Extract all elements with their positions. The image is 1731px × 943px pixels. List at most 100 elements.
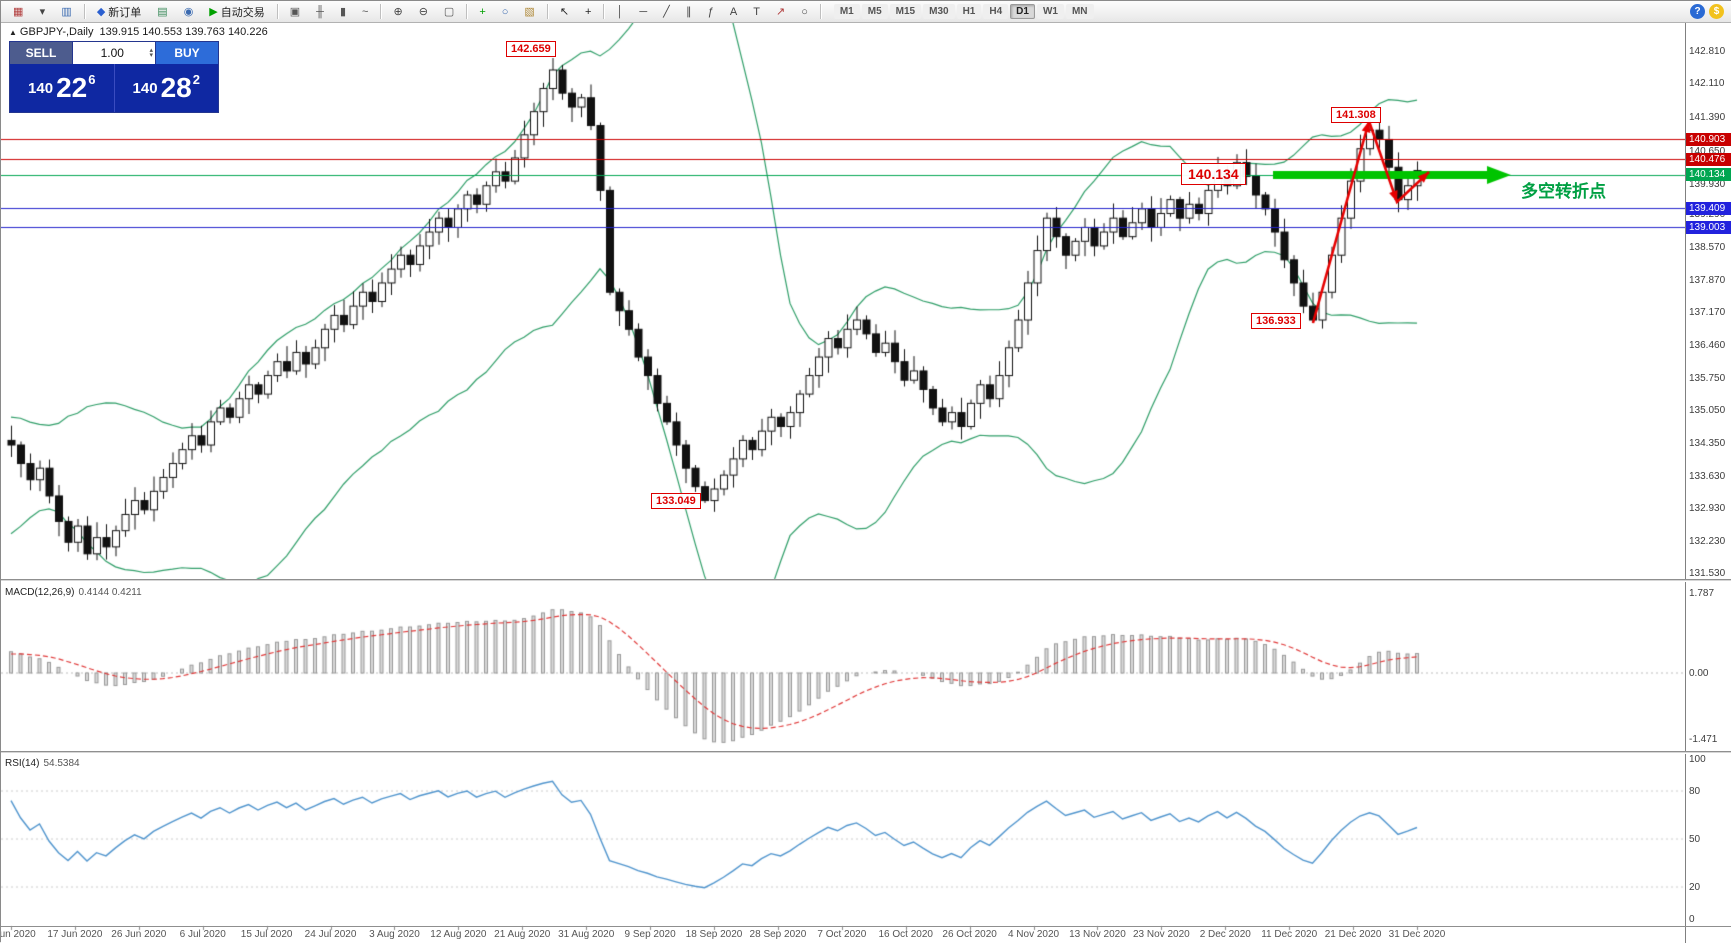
rsi-scale-tick: 100: [1689, 754, 1706, 765]
timeframe-m1-button[interactable]: M1: [833, 4, 860, 19]
trendline-button[interactable]: ╱: [656, 3, 677, 21]
price-line-tag[interactable]: 139.409: [1686, 201, 1731, 215]
market-watch-button[interactable]: ▤: [150, 3, 174, 21]
price-tick: 142.810: [1689, 46, 1726, 57]
macd-values: 0.4144 0.4211: [78, 587, 142, 598]
volume-stepper[interactable]: ▴ ▾: [149, 47, 153, 59]
buy-price-frac: 2: [192, 72, 200, 87]
volume-up-icon[interactable]: ▴: [149, 47, 153, 54]
pane-separator-rsi[interactable]: [1, 751, 1731, 754]
price-tick: 136.460: [1689, 340, 1726, 352]
arrow-tool-button[interactable]: ↗: [769, 3, 792, 21]
volume-field[interactable]: 1.00 ▴ ▾: [73, 42, 155, 64]
profiles-button[interactable]: ▥: [54, 3, 78, 21]
chart-window: 142.810142.110141.390140.650139.930139.2…: [1, 23, 1731, 943]
text-button[interactable]: A: [723, 3, 744, 21]
buy-button[interactable]: BUY: [155, 42, 218, 64]
toolbar-right-icons: ? $: [1690, 4, 1728, 19]
volume-value[interactable]: 1.00: [100, 46, 124, 60]
toolbar-separator: [380, 4, 382, 19]
ellipse-icon: ○: [801, 5, 808, 18]
label-button[interactable]: T: [746, 3, 767, 21]
price-line-tag[interactable]: 139.003: [1686, 220, 1731, 234]
zoom-out-icon: ⊖: [418, 6, 428, 18]
sell-price-pips: 22: [56, 72, 88, 103]
line-chart-button[interactable]: ~: [355, 3, 375, 21]
price-line-tag[interactable]: 140.134: [1686, 168, 1731, 182]
annotation-price-label[interactable]: 140.134: [1181, 163, 1246, 185]
timeframe-w1-button[interactable]: W1: [1036, 4, 1064, 19]
autotrade-button[interactable]: ▶ 自动交易: [202, 3, 271, 21]
zoom-in-button[interactable]: ⊕: [386, 3, 409, 21]
timeframe-h4-button[interactable]: H4: [983, 4, 1009, 19]
macd-scale-tick: 1.787: [1689, 587, 1715, 599]
trend-note[interactable]: 多空转折点: [1521, 182, 1606, 201]
chevron-down-icon: ▾: [39, 6, 46, 18]
timeframe-d1-button[interactable]: D1: [1010, 4, 1035, 19]
tile-windows-button[interactable]: ▢: [437, 3, 461, 21]
autotrade-label: 自动交易: [220, 6, 265, 19]
annotation-price-label[interactable]: 141.308: [1331, 107, 1381, 123]
sell-price[interactable]: 140 22 6: [10, 64, 114, 112]
one-click-trading-panel: SELL 1.00 ▴ ▾ BUY 140 22 6 140 28 2: [9, 41, 219, 113]
price-line-tag[interactable]: 140.903: [1686, 132, 1731, 146]
price-tick: 139.930: [1689, 179, 1726, 191]
text-icon: A: [729, 5, 738, 18]
timeframe-m5-button[interactable]: M5: [861, 4, 888, 19]
annotation-price-label[interactable]: 142.659: [506, 41, 556, 57]
time-axis-line: [1, 926, 1731, 927]
timeframe-m15-button[interactable]: M15: [889, 4, 922, 19]
price-tick: 141.390: [1689, 111, 1726, 123]
price-scale: 142.810142.110141.390140.650139.930139.2…: [1685, 23, 1731, 943]
horizontal-line-button[interactable]: ─: [632, 3, 654, 21]
volume-down-icon[interactable]: ▾: [149, 52, 153, 59]
shapes-button[interactable]: ○: [794, 3, 815, 21]
vertical-line-button[interactable]: │: [609, 3, 630, 21]
chart-title: ▲ GBPJPY-,Daily 139.915 140.553 139.763 14…: [9, 26, 268, 38]
pane-separator-macd[interactable]: [1, 579, 1731, 582]
fibonacci-button[interactable]: ƒ: [701, 3, 721, 21]
indicators-button[interactable]: +: [472, 3, 492, 21]
channel-button[interactable]: ∥: [679, 3, 699, 21]
arrow-icon: ↗: [775, 6, 786, 18]
sell-price-base: 140: [28, 79, 54, 97]
timeframe-m30-button[interactable]: M30: [923, 4, 955, 19]
periods-button[interactable]: ○: [495, 3, 516, 21]
price-tick: 135.050: [1689, 405, 1726, 417]
bars-chart-button[interactable]: ╫: [309, 3, 331, 21]
toolbar-separator: [603, 4, 605, 19]
new-order-button[interactable]: ◆ 新订单: [90, 3, 148, 21]
timeframe-mn-button[interactable]: MN: [1065, 4, 1094, 19]
new-chart-button[interactable]: ▦: [6, 3, 30, 21]
navigator-button[interactable]: ◉: [177, 3, 201, 21]
zoom-out-button[interactable]: ⊖: [412, 3, 435, 21]
timeframe-h1-button[interactable]: H1: [956, 4, 982, 19]
annotation-price-label[interactable]: 133.049: [651, 493, 701, 509]
price-line-tag[interactable]: 140.476: [1686, 152, 1731, 166]
profiles-icon: ▥: [61, 6, 72, 18]
new-window-button[interactable]: ▣: [283, 3, 307, 21]
candles-chart-icon: ▮: [339, 6, 347, 18]
fibonacci-icon: ƒ: [707, 5, 714, 18]
chart-list-dropdown-button[interactable]: ▾: [32, 3, 52, 21]
help-icon[interactable]: ?: [1690, 4, 1705, 19]
crosshair-button[interactable]: +: [578, 3, 598, 21]
community-icon[interactable]: $: [1709, 4, 1724, 19]
trendline-icon: ╱: [663, 6, 670, 18]
horizontal-line-icon: ─: [639, 5, 648, 18]
candles-chart-button[interactable]: ▮: [333, 3, 353, 21]
toolbar-separator: [546, 4, 548, 19]
annotation-price-label[interactable]: 136.933: [1251, 313, 1301, 329]
price-chart-canvas[interactable]: [1, 23, 1685, 943]
cursor-button[interactable]: ↖: [553, 3, 576, 21]
price-tick: 132.230: [1689, 535, 1726, 547]
buy-price[interactable]: 140 28 2: [115, 64, 219, 112]
vertical-line-icon: │: [616, 5, 624, 18]
zoom-in-icon: ⊕: [393, 6, 403, 18]
templates-button[interactable]: ▧: [517, 3, 541, 21]
sell-button[interactable]: SELL: [10, 42, 73, 64]
symbol-name: GBPJPY-,Daily: [19, 26, 94, 38]
one-click-collapse-icon[interactable]: ▲: [9, 28, 17, 37]
macd-scale-tick: -1.471: [1689, 733, 1718, 745]
